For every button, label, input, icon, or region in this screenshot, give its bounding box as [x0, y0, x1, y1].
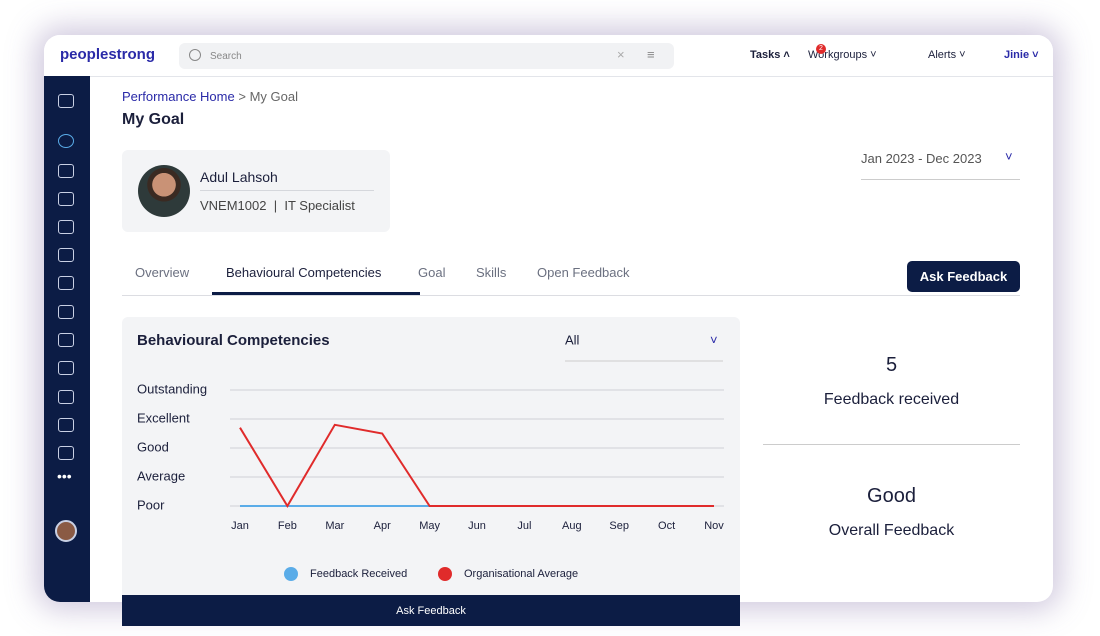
filter-icon[interactable]: ≡ — [647, 47, 655, 62]
x-tick-label: Apr — [374, 520, 391, 532]
stats-divider — [763, 444, 1020, 445]
tab-divider — [122, 295, 1020, 296]
clear-icon[interactable]: × — [617, 47, 625, 62]
period-label: Jan 2023 - Dec 2023 — [861, 151, 982, 166]
more-icon[interactable]: ••• — [57, 468, 72, 484]
nav-icon[interactable] — [58, 305, 74, 319]
nav-icon[interactable] — [58, 248, 74, 262]
x-tick-label: Mar — [325, 520, 344, 532]
tab[interactable]: Behavioural Competencies — [226, 265, 382, 280]
page-title: My Goal — [122, 111, 185, 128]
y-tick-label: Outstanding — [137, 381, 207, 396]
nav-icon[interactable] — [58, 333, 74, 347]
chart-footer-button[interactable] — [122, 595, 740, 626]
badge: 2 — [816, 44, 826, 54]
nav-icon[interactable] — [58, 276, 74, 290]
profile-separator: | — [273, 198, 278, 213]
user-avatar[interactable] — [55, 520, 77, 542]
stat-value: 5 — [885, 354, 898, 376]
breadcrumb-link[interactable]: Performance Home — [122, 89, 235, 104]
profile-card: Adul Lahsoh VNEM1002 | IT Specialist — [122, 150, 390, 232]
chart-footer-label: Ask Feedback — [396, 605, 466, 617]
tab[interactable]: Overview — [135, 265, 190, 280]
nav-icon[interactable] — [58, 192, 74, 206]
legend-label: Feedback Received — [310, 568, 407, 580]
chart-card — [122, 317, 740, 626]
breadcrumb: Performance Home > My Goal — [122, 89, 298, 104]
tab[interactable]: Skills — [476, 265, 507, 280]
logo: peoplestrong — [60, 46, 156, 63]
legend-swatch — [438, 567, 452, 581]
stat-label: Feedback received — [823, 391, 960, 408]
x-tick-label: Jul — [517, 520, 531, 532]
legend-swatch — [284, 567, 298, 581]
tab[interactable]: Goal — [418, 265, 446, 280]
profile-role: IT Specialist — [284, 198, 355, 213]
x-tick-label: Feb — [278, 520, 297, 532]
period-select[interactable]: Jan 2023 - Dec 2023 ˅ — [861, 149, 1020, 180]
menu-label: Jinie — [1004, 49, 1030, 61]
x-tick-label: Nov — [704, 520, 724, 532]
jinie-menu[interactable]: Jinie ˅ — [1004, 49, 1039, 61]
nav-icon[interactable] — [58, 446, 74, 460]
nav-icon[interactable] — [58, 390, 74, 404]
search-placeholder: Search — [210, 51, 242, 62]
profile-id: VNEM1002 — [200, 198, 267, 213]
x-tick-label: Sep — [609, 520, 629, 532]
chart: Behavioural Competencies All ˅ Ask Feedb… — [122, 332, 740, 626]
active-tab-indicator — [212, 292, 420, 295]
chevron: ˅ — [710, 332, 718, 347]
y-tick-label: Average — [137, 468, 185, 483]
nav-icon[interactable] — [58, 134, 74, 148]
top-bar: peoplestrong Search × ≡ Tasks ˄ Workgrou… — [44, 35, 1053, 77]
nav-icon[interactable] — [58, 94, 74, 108]
ask-feedback-button[interactable]: Ask Feedback — [907, 261, 1020, 292]
x-tick-label: Jun — [468, 520, 486, 532]
x-tick-label: Aug — [562, 520, 582, 532]
menu-label: Tasks — [750, 49, 781, 61]
search-box[interactable]: Search × ≡ — [179, 43, 674, 69]
profile-name: Adul Lahsoh — [200, 169, 278, 185]
nav-icon[interactable] — [58, 220, 74, 234]
nav-icon[interactable] — [58, 164, 74, 178]
tasks-menu[interactable]: Tasks ˄ — [750, 49, 790, 61]
nav-icon[interactable] — [58, 418, 74, 432]
breadcrumb-separator: > — [238, 89, 246, 104]
chart-title: Behavioural Competencies — [137, 332, 330, 349]
menu-label: Alerts — [928, 49, 957, 61]
chevron: ˅ — [1005, 149, 1013, 164]
x-tick-label: May — [419, 520, 440, 532]
divider — [200, 190, 374, 191]
tab[interactable]: Open Feedback — [537, 265, 630, 280]
alerts-menu[interactable]: Alerts ˅ — [928, 49, 966, 61]
y-tick-label: Excellent — [137, 410, 190, 425]
legend-label: Organisational Average — [464, 568, 578, 580]
stat-value: Good — [867, 485, 916, 507]
sidebar: ••• — [44, 76, 90, 602]
profile-photo — [138, 165, 190, 217]
chart-filter[interactable]: All — [565, 332, 580, 347]
nav-icon[interactable] — [58, 361, 74, 375]
x-tick-label: Jan — [231, 520, 249, 532]
search-icon — [189, 49, 201, 61]
series-line — [239, 423, 714, 508]
stat-label: Overall Feedback — [828, 522, 955, 539]
profile-meta: VNEM1002 | IT Specialist — [200, 198, 355, 213]
y-tick-label: Poor — [137, 497, 165, 512]
x-tick-label: Oct — [658, 520, 675, 532]
y-tick-label: Good — [137, 439, 169, 454]
breadcrumb-current: My Goal — [249, 89, 298, 104]
